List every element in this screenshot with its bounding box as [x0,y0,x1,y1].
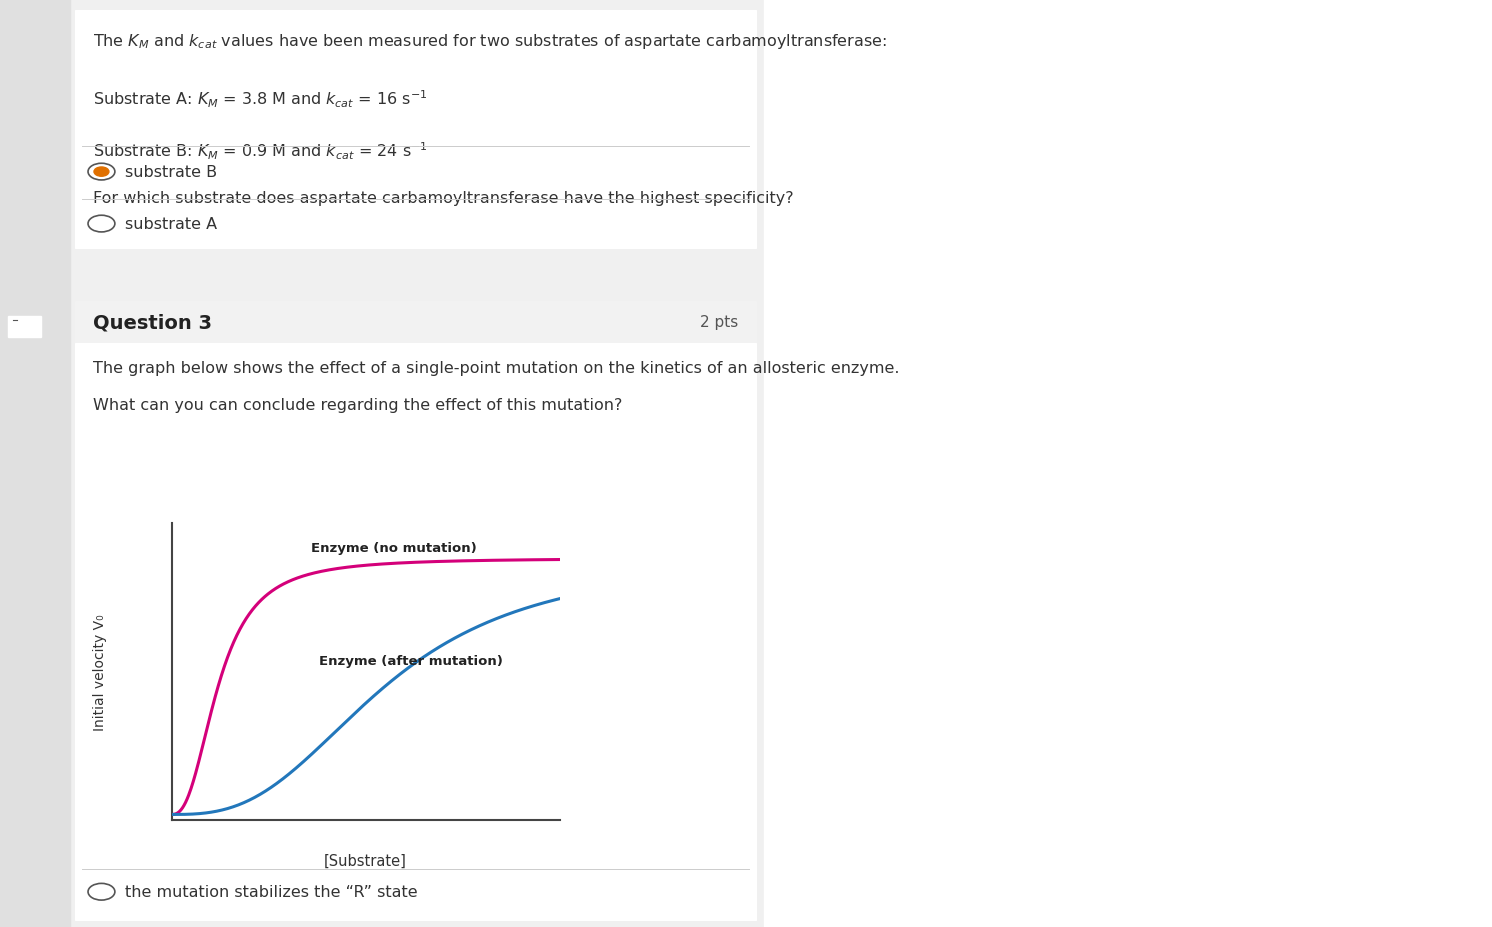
Text: Enzyme (no mutation): Enzyme (no mutation) [312,541,477,554]
Text: Question 3: Question 3 [93,313,212,332]
Text: What can you can conclude regarding the effect of this mutation?: What can you can conclude regarding the … [93,398,622,413]
Bar [75,11,756,248]
Text: Substrate B: $K_M$ = 0.9 M and $k_{cat}$ = 24 s$^{-1}$: Substrate B: $K_M$ = 0.9 M and $k_{cat}$… [93,140,427,161]
Text: The graph below shows the effect of a single-point mutation on the kinetics of a: The graph below shows the effect of a si… [93,361,900,375]
Text: substrate B: substrate B [125,165,218,180]
Bar [764,0,1492,927]
Text: 2 pts: 2 pts [700,315,739,330]
Text: For which substrate does aspartate carbamoyltransferase have the highest specifi: For which substrate does aspartate carba… [93,191,794,206]
Text: the mutation stabilizes the “R” state: the mutation stabilizes the “R” state [125,884,418,899]
Text: Enzyme (after mutation): Enzyme (after mutation) [319,654,503,667]
Bar [7,317,40,337]
Circle shape [94,168,109,177]
Text: The $K_M$ and $k_{cat}$ values have been measured for two substrates of aspartat: The $K_M$ and $k_{cat}$ values have been… [93,32,886,50]
Bar [75,301,756,344]
Text: substrate A: substrate A [125,217,218,232]
Text: Initial velocity V₀: Initial velocity V₀ [93,614,107,730]
Bar [0,0,70,927]
Bar [75,344,756,920]
Text: [Substrate]: [Substrate] [324,853,407,868]
Text: Substrate A: $K_M$ = 3.8 M and $k_{cat}$ = 16 s$^{-1}$: Substrate A: $K_M$ = 3.8 M and $k_{cat}$… [93,89,427,110]
